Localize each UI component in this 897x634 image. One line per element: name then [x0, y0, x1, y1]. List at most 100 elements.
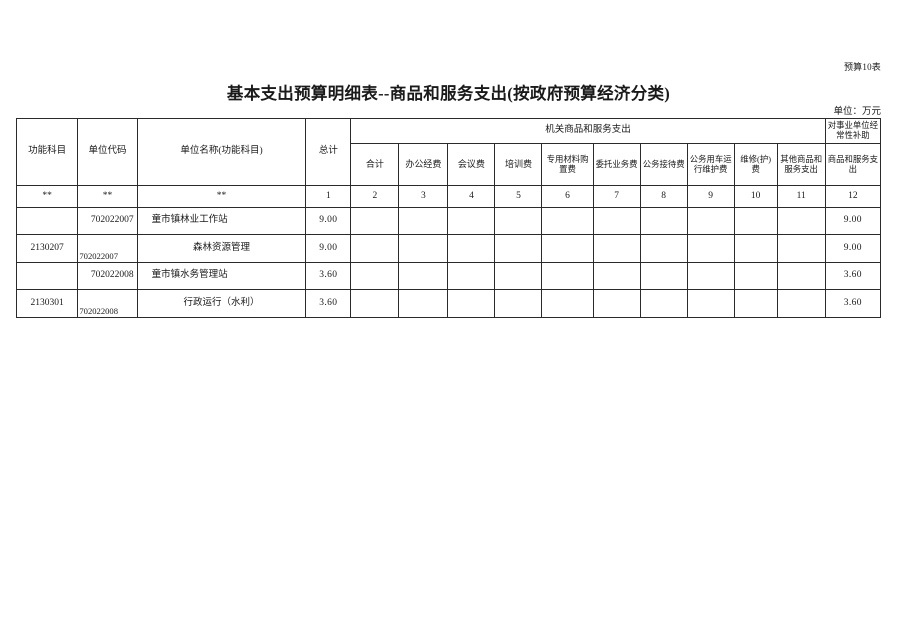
table-header: 功能科目 单位代码 单位名称(功能科目) 总计 机关商品和服务支出 对事业单位经… [15, 118, 882, 186]
cell-function-code: 2130301 [15, 289, 79, 318]
cell-entrusted-business [592, 207, 641, 235]
cell-training-fee [494, 289, 543, 318]
cell-agency-subtotal [350, 262, 400, 290]
numrow-function-code: ** [15, 185, 79, 208]
cell-unit-code: 702022007 [77, 207, 138, 235]
cell-other-goods-services [776, 262, 826, 290]
cell-total: 3.60 [305, 289, 352, 318]
header-col-office-expense: 办公经费 [398, 143, 449, 186]
cell-meeting-fee [447, 289, 496, 318]
cell-training-fee [494, 262, 543, 290]
numrow-total: 1 [305, 185, 352, 208]
header-group-institution-subsidy: 对事业单位经常性补助 [824, 118, 882, 144]
column-number-row: ** ** ** 1 2 3 4 5 6 7 8 9 10 11 12 [15, 185, 882, 208]
cell-office-expense [398, 289, 449, 318]
cell-meeting-fee [447, 262, 496, 290]
numrow-col-4: 4 [447, 185, 496, 208]
header-col-official-reception: 公务接待费 [639, 143, 688, 186]
table-row: 702022008 童市镇水务管理站 3.60 3.60 [15, 262, 882, 290]
cell-vehicle-maintenance [686, 207, 735, 235]
cell-office-expense [398, 234, 449, 263]
numrow-col-2: 2 [350, 185, 400, 208]
header-col-subtotal: 合计 [350, 143, 400, 186]
cell-vehicle-maintenance [686, 262, 735, 290]
cell-function-code [15, 207, 79, 235]
header-col-meeting-fee: 会议费 [447, 143, 496, 186]
form-number-label: 预算10表 [843, 62, 881, 72]
cell-agency-subtotal [350, 207, 400, 235]
numrow-col-8: 8 [639, 185, 688, 208]
cell-other-goods-services [776, 234, 826, 263]
table-row: 2130207 702022007 森林资源管理 9.00 9.00 [15, 234, 882, 263]
numrow-col-6: 6 [541, 185, 594, 208]
header-function-code: 功能科目 [15, 118, 79, 186]
header-col-institution-goods-services: 商品和服务支出 [824, 143, 882, 186]
cell-repair-fee [733, 207, 778, 235]
cell-special-materials [541, 207, 594, 235]
header-col-training-fee: 培训费 [494, 143, 543, 186]
header-unit-name: 单位名称(功能科目) [136, 118, 307, 186]
cell-total: 3.60 [305, 262, 352, 290]
cell-repair-fee [733, 234, 778, 263]
cell-entrusted-business [592, 234, 641, 263]
cell-meeting-fee [447, 234, 496, 263]
numrow-col-3: 3 [398, 185, 449, 208]
cell-total: 9.00 [305, 234, 352, 263]
cell-function-code: 2130207 [15, 234, 79, 263]
cell-official-reception [639, 234, 688, 263]
cell-institution-goods-services: 3.60 [824, 262, 882, 290]
cell-training-fee [494, 207, 543, 235]
numrow-col-9: 9 [686, 185, 735, 208]
header-col-other-goods-services: 其他商品和服务支出 [776, 143, 826, 186]
numrow-col-7: 7 [592, 185, 641, 208]
cell-unit-code: 702022008 [77, 262, 138, 290]
cell-unit-code: 702022007 [77, 234, 138, 263]
numrow-unit-name: ** [136, 185, 307, 208]
header-col-special-materials: 专用材料购置费 [541, 143, 594, 186]
numrow-col-10: 10 [733, 185, 778, 208]
header-col-vehicle-maintenance: 公务用车运行维护费 [686, 143, 735, 186]
cell-repair-fee [733, 289, 778, 318]
cell-office-expense [398, 207, 449, 235]
numrow-col-5: 5 [494, 185, 543, 208]
cell-office-expense [398, 262, 449, 290]
cell-unit-name: 森林资源管理 [136, 234, 307, 263]
table-row: 2130301 702022008 行政运行（水利） 3.60 3.60 [15, 289, 882, 318]
cell-unit-code: 702022008 [77, 289, 138, 318]
cell-entrusted-business [592, 289, 641, 318]
cell-repair-fee [733, 262, 778, 290]
cell-training-fee [494, 234, 543, 263]
cell-institution-goods-services: 9.00 [824, 234, 882, 263]
cell-other-goods-services [776, 207, 826, 235]
cell-institution-goods-services: 9.00 [824, 207, 882, 235]
cell-total: 9.00 [305, 207, 352, 235]
cell-entrusted-business [592, 262, 641, 290]
budget-table-container: 功能科目 单位代码 单位名称(功能科目) 总计 机关商品和服务支出 对事业单位经… [15, 118, 882, 318]
cell-vehicle-maintenance [686, 289, 735, 318]
cell-vehicle-maintenance [686, 234, 735, 263]
numrow-col-12: 12 [824, 185, 882, 208]
cell-institution-goods-services: 3.60 [824, 289, 882, 318]
table-row: 702022007 童市镇林业工作站 9.00 9.00 [15, 207, 882, 235]
budget-table: 功能科目 单位代码 单位名称(功能科目) 总计 机关商品和服务支出 对事业单位经… [15, 118, 882, 318]
currency-unit-note: 单位：万元 [833, 107, 881, 117]
header-row-subcolumns: 合计 办公经费 会议费 培训费 专用材料购置费 委托业务费 公务接待费 公务用车… [17, 143, 882, 186]
page-title: 基本支出预算明细表--商品和服务支出(按政府预算经济分类) [226, 84, 671, 103]
cell-agency-subtotal [350, 234, 400, 263]
cell-other-goods-services [776, 289, 826, 318]
cell-meeting-fee [447, 207, 496, 235]
header-col-repair-fee: 维修(护)费 [733, 143, 778, 186]
numrow-unit-code: ** [77, 185, 138, 208]
numrow-col-11: 11 [776, 185, 826, 208]
cell-official-reception [639, 289, 688, 318]
cell-special-materials [541, 262, 594, 290]
cell-special-materials [541, 234, 594, 263]
table-body: ** ** ** 1 2 3 4 5 6 7 8 9 10 11 12 [15, 185, 882, 318]
cell-function-code [15, 262, 79, 290]
cell-official-reception [639, 207, 688, 235]
header-row-bands: 功能科目 单位代码 单位名称(功能科目) 总计 机关商品和服务支出 对事业单位经… [15, 118, 882, 186]
cell-unit-name: 童市镇林业工作站 [136, 207, 307, 235]
cell-unit-name: 行政运行（水利） [136, 289, 307, 318]
cell-official-reception [639, 262, 688, 290]
